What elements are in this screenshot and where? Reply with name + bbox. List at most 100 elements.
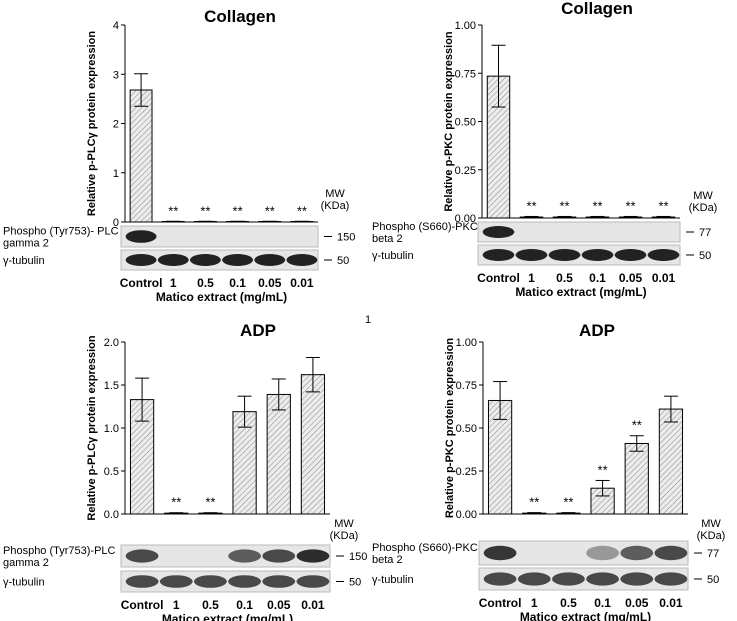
mw-value: 77 (707, 548, 719, 560)
y-tick-label: 3 (113, 69, 119, 81)
x-tick-label: 0.1 (589, 271, 606, 285)
blot-label: gamma 2 (3, 238, 49, 250)
y-tick-label: 0.25 (455, 165, 476, 177)
mw-label: MW (325, 188, 345, 200)
mw-value: 50 (699, 250, 711, 262)
blot-band (647, 249, 680, 261)
y-tick-label: 0.5 (104, 466, 119, 478)
blot-band (125, 254, 157, 266)
x-tick-label: 0.01 (659, 596, 683, 610)
blot-label: gamma 2 (3, 557, 49, 569)
significance-label: ** (297, 203, 307, 218)
blot-label: Phospho (Tyr753)-PLC (3, 545, 116, 557)
x-tick-label: 0.5 (202, 598, 219, 612)
blot-band (262, 575, 296, 588)
x-tick-label: 0.01 (301, 598, 325, 612)
x-tick-label: 0.05 (267, 598, 291, 612)
blot-label: Phospho (Tyr753)- PLC (3, 226, 119, 238)
significance-label: ** (559, 198, 569, 213)
blot-band (125, 549, 159, 563)
x-tick-label: 0.05 (619, 271, 643, 285)
x-tick-label: Control (479, 596, 522, 610)
mw-label: (KDa) (330, 530, 359, 542)
y-tick-label: 0.50 (455, 117, 476, 129)
mw-label: MW (334, 518, 354, 530)
blot-band (286, 254, 318, 266)
y-tick-label: 0 (113, 217, 119, 229)
bar (129, 89, 153, 223)
blot-label: γ-tubulin (372, 250, 414, 262)
significance-label: ** (200, 203, 210, 218)
significance-label: ** (171, 495, 181, 510)
x-tick-label: 0.05 (258, 276, 282, 290)
chart-title: Collagen (204, 7, 276, 26)
blot-band (548, 249, 581, 261)
blot-band (262, 549, 296, 563)
blot-band (159, 575, 193, 588)
y-axis-label: Relative p-PLCγ protein expression (86, 31, 98, 216)
bar (266, 393, 291, 515)
blot-image (477, 221, 681, 243)
mw-label: (KDa) (689, 202, 718, 214)
blot-band (552, 572, 585, 586)
x-axis-label: Matico extract (mg/mL) (520, 610, 651, 621)
y-tick-label: 1.0 (104, 423, 119, 435)
significance-label: ** (205, 495, 215, 510)
blot-label: Phospho (S660)-PKC (372, 221, 478, 233)
blot-band (620, 572, 654, 586)
y-tick-label: 2.0 (104, 337, 119, 349)
x-tick-label: 0.01 (652, 271, 676, 285)
x-tick-label: 0.1 (229, 276, 246, 290)
x-tick-label: Control (121, 598, 164, 612)
blot-band (620, 545, 654, 561)
blot-band (157, 254, 189, 266)
chart-title: ADP (579, 321, 615, 340)
x-tick-label: 0.01 (290, 276, 314, 290)
x-tick-label: 1 (528, 271, 535, 285)
x-tick-label: 0.5 (556, 271, 573, 285)
significance-label: ** (658, 198, 668, 213)
x-tick-label: 1 (531, 596, 538, 610)
significance-label: ** (632, 418, 642, 433)
y-tick-label: 0.00 (456, 509, 477, 521)
x-tick-label: Control (477, 271, 520, 285)
significance-label: ** (233, 203, 243, 218)
x-tick-label: Control (120, 276, 163, 290)
bar (300, 374, 326, 515)
mw-value: 150 (337, 232, 355, 244)
blot-band (194, 575, 227, 588)
blot-image (120, 225, 319, 248)
mw-value: 150 (349, 551, 367, 563)
y-tick-label: 0.75 (455, 68, 476, 80)
y-tick-label: 1.00 (455, 20, 476, 32)
y-tick-label: 1.5 (104, 380, 119, 392)
blot-label: γ-tubulin (3, 255, 45, 267)
blot-label: beta 2 (372, 233, 403, 245)
y-tick-label: 2 (113, 119, 119, 131)
y-tick-label: 0.75 (456, 380, 477, 392)
blot-band (482, 249, 515, 261)
y-tick-label: 1 (113, 168, 119, 180)
x-tick-label: 0.5 (197, 276, 214, 290)
blot-band (483, 545, 517, 561)
y-tick-label: 1.00 (456, 337, 477, 349)
x-tick-label: 0.05 (625, 596, 649, 610)
x-axis-label: Matico extract (mg/mL) (515, 285, 646, 299)
x-tick-label: 0.1 (594, 596, 611, 610)
blot-band (482, 226, 515, 238)
chart-title: ADP (240, 321, 276, 340)
y-tick-label: 4 (113, 20, 119, 32)
blot-band (586, 545, 619, 561)
blot-band (296, 575, 330, 588)
x-tick-label: 0.1 (236, 598, 253, 612)
y-tick-label: 0.0 (104, 509, 119, 521)
y-axis-label: Relative p-PKC protein expression (444, 338, 456, 519)
significance-label: ** (526, 198, 536, 213)
significance-label: ** (265, 203, 275, 218)
x-tick-label: 1 (170, 276, 177, 290)
mw-value: 50 (337, 255, 349, 267)
y-axis-label: Relative p-PKC protein expression (443, 31, 455, 212)
blot-band (228, 549, 261, 563)
y-tick-label: 0.25 (456, 466, 477, 478)
